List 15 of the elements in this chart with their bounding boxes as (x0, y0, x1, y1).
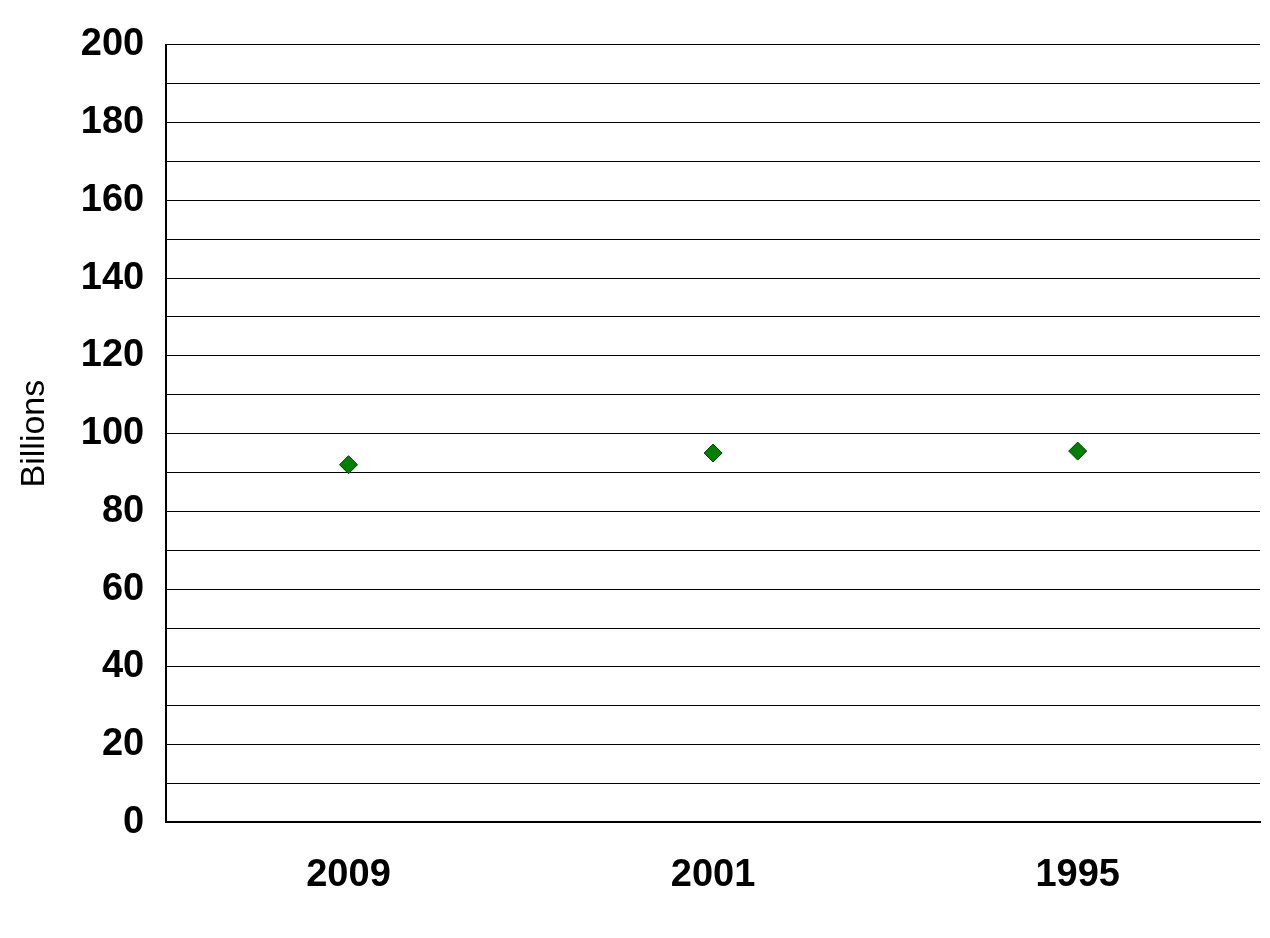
y-tick-label: 0 (123, 798, 145, 841)
y-tick-label: 80 (101, 487, 145, 530)
x-tick-label: 2001 (670, 851, 756, 894)
y-tick-label: 100 (80, 410, 145, 453)
y-tick-label: 60 (101, 565, 145, 608)
y-axis-title: Billions (12, 379, 51, 488)
y-tick-label: 200 (80, 21, 145, 64)
y-tick-label: 140 (80, 254, 145, 297)
y-tick-label: 160 (80, 176, 145, 219)
y-tick-label: 40 (101, 643, 145, 686)
x-tick-label: 1995 (1035, 851, 1120, 894)
y-tick-label: 20 (101, 721, 145, 764)
y-tick-label: 120 (80, 332, 145, 375)
x-tick-label: 2009 (306, 851, 391, 894)
y-tick-label: 180 (80, 99, 145, 142)
